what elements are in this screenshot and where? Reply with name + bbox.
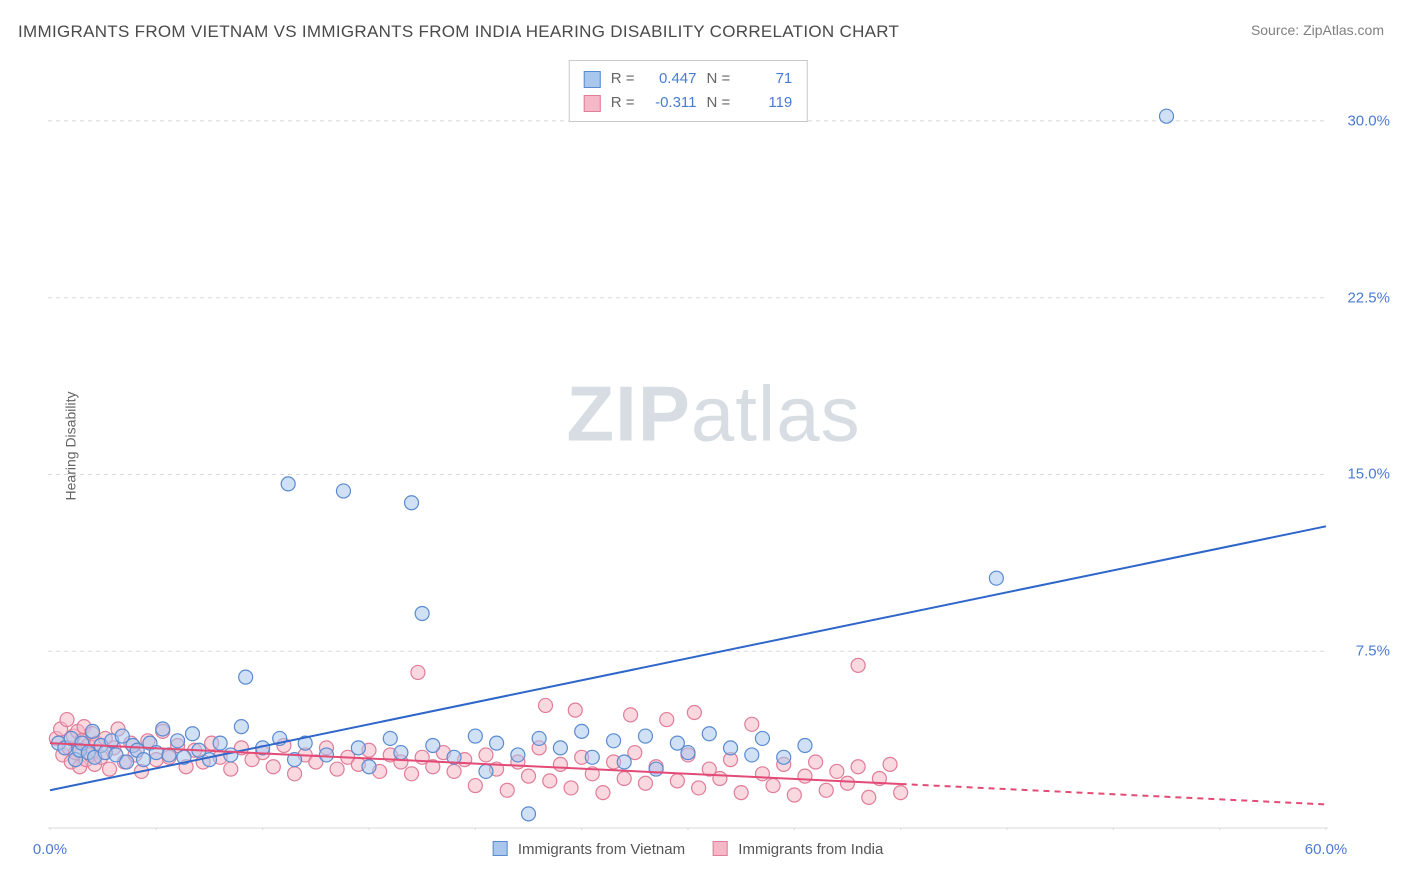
legend-label-india: Immigrants from India bbox=[738, 841, 883, 858]
legend-swatch-india bbox=[584, 95, 601, 112]
r-value-vietnam: 0.447 bbox=[645, 67, 697, 91]
legend-swatch-india-icon bbox=[713, 841, 728, 856]
n-value-india: 119 bbox=[740, 91, 792, 115]
source-label: Source: ZipAtlas.com bbox=[1251, 22, 1384, 38]
r-value-india: -0.311 bbox=[645, 91, 697, 115]
n-label: N = bbox=[707, 91, 731, 115]
legend-item-india: Immigrants from India bbox=[713, 841, 883, 858]
legend-label-vietnam: Immigrants from Vietnam bbox=[518, 841, 685, 858]
y-tick-label: 30.0% bbox=[1347, 112, 1390, 129]
correlation-legend-box: R = 0.447 N = 71 R = -0.311 N = 119 bbox=[569, 60, 808, 122]
scatter-chart-svg bbox=[48, 60, 1328, 830]
legend-swatch-vietnam bbox=[584, 71, 601, 88]
legend-swatch-vietnam-icon bbox=[493, 841, 508, 856]
correlation-row-india: R = -0.311 N = 119 bbox=[584, 91, 793, 115]
chart-plot-area: ZIPatlas R = 0.447 N = 71 R = -0.311 N =… bbox=[48, 60, 1328, 830]
r-label: R = bbox=[611, 91, 635, 115]
correlation-row-vietnam: R = 0.447 N = 71 bbox=[584, 67, 793, 91]
y-tick-label: 7.5% bbox=[1356, 643, 1390, 660]
x-tick-label: 0.0% bbox=[33, 841, 67, 858]
n-value-vietnam: 71 bbox=[740, 67, 792, 91]
chart-title: IMMIGRANTS FROM VIETNAM VS IMMIGRANTS FR… bbox=[18, 22, 899, 42]
x-tick-label: 60.0% bbox=[1305, 841, 1348, 858]
y-tick-label: 15.0% bbox=[1347, 466, 1390, 483]
y-tick-label: 22.5% bbox=[1347, 289, 1390, 306]
legend-bottom: Immigrants from Vietnam Immigrants from … bbox=[493, 841, 884, 858]
legend-item-vietnam: Immigrants from Vietnam bbox=[493, 841, 685, 858]
n-label: N = bbox=[707, 67, 731, 91]
r-label: R = bbox=[611, 67, 635, 91]
